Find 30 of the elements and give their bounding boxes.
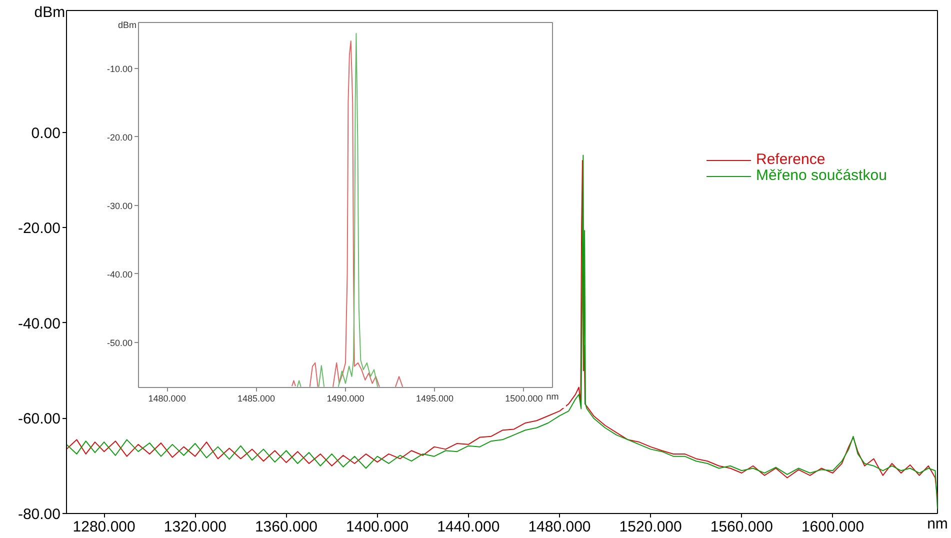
x-tick-label: 1495.000 [416, 394, 454, 404]
x-tick-label: 1560.000 [710, 518, 773, 536]
x-tick-label: 1320.000 [164, 518, 226, 536]
x-tick-label: 1600.000 [801, 518, 864, 536]
y-axis-title: dBm [118, 20, 136, 30]
legend-label: Měřeno součástkou [756, 167, 887, 184]
y-tick-label: 0.00 [31, 124, 61, 142]
y-tick-label: -20.00 [18, 220, 61, 238]
y-tick-label: -60.00 [18, 410, 61, 428]
x-tick-label: 1480.000 [148, 394, 186, 404]
y-axis-title: dBm [34, 4, 66, 21]
y-tick-label: -20.00 [106, 132, 133, 142]
x-tick-label: 1485.000 [238, 394, 276, 404]
y-tick-label: -40.00 [18, 315, 61, 332]
y-tick-label: -10.00 [106, 64, 133, 74]
x-tick-label: 1500.000 [505, 394, 543, 404]
x-tick-label: 1360.000 [254, 518, 318, 536]
x-tick-label: 1480.000 [528, 518, 591, 536]
x-tick-label: 1440.000 [437, 518, 500, 536]
x-axis-title: nm [927, 516, 948, 532]
y-tick-label: -40.00 [106, 269, 133, 280]
x-axis-title: nm [546, 392, 559, 402]
y-tick-label: -80.00 [18, 506, 61, 523]
y-tick-label: -30.00 [106, 200, 133, 211]
x-tick-label: 1280.000 [72, 518, 136, 536]
legend-label: Reference [756, 151, 826, 168]
x-tick-label: 1400.000 [346, 518, 409, 536]
x-tick-label: 1520.000 [619, 518, 682, 536]
y-tick-label: -50.00 [106, 338, 133, 348]
x-tick-label: 1490.000 [326, 394, 364, 404]
